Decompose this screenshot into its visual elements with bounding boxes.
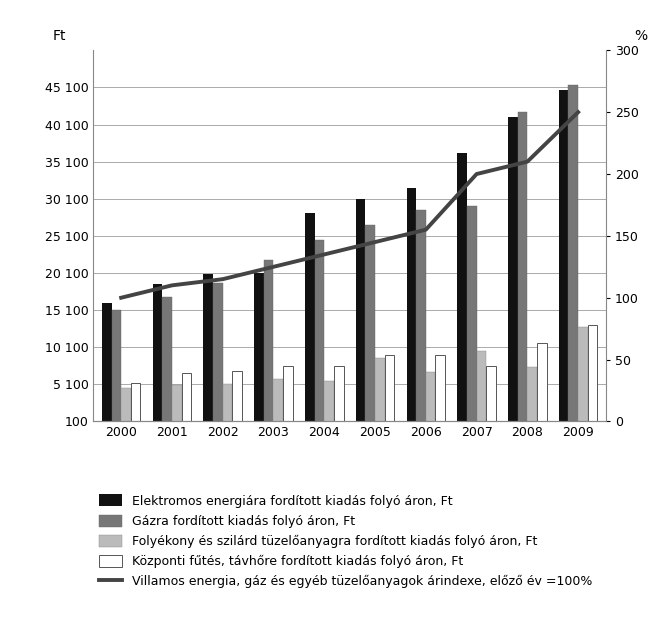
- Bar: [375, 358, 385, 422]
- Bar: [366, 225, 375, 422]
- Bar: [324, 381, 334, 422]
- Bar: [517, 112, 527, 422]
- Bar: [102, 303, 111, 422]
- Bar: [527, 367, 537, 422]
- Bar: [222, 384, 232, 422]
- Bar: [334, 366, 344, 422]
- Bar: [305, 213, 314, 422]
- Bar: [254, 273, 264, 422]
- Bar: [131, 383, 141, 422]
- Bar: [163, 297, 172, 422]
- Bar: [416, 210, 426, 422]
- Bar: [477, 351, 486, 422]
- Bar: [356, 199, 366, 422]
- Bar: [121, 388, 131, 422]
- Text: Ft: Ft: [52, 29, 66, 43]
- Bar: [314, 240, 324, 422]
- Bar: [426, 372, 436, 422]
- Bar: [232, 371, 242, 422]
- Bar: [385, 355, 394, 422]
- Bar: [274, 379, 283, 422]
- Bar: [458, 153, 467, 422]
- Bar: [436, 355, 445, 422]
- Bar: [264, 260, 274, 422]
- Bar: [213, 282, 222, 422]
- Bar: [172, 385, 182, 422]
- Bar: [508, 117, 517, 422]
- Bar: [203, 274, 213, 422]
- Bar: [537, 343, 547, 422]
- Bar: [182, 373, 191, 422]
- Bar: [486, 366, 496, 422]
- Text: %: %: [634, 29, 647, 43]
- Bar: [283, 366, 293, 422]
- Bar: [406, 187, 416, 422]
- Legend: Elektromos energiára fordított kiadás folyó áron, Ft, Gázra fordított kiadás fol: Elektromos energiára fordított kiadás fo…: [99, 494, 592, 588]
- Bar: [559, 90, 569, 422]
- Bar: [153, 284, 163, 422]
- Bar: [467, 206, 477, 422]
- Bar: [569, 85, 578, 422]
- Bar: [111, 310, 121, 422]
- Bar: [578, 327, 588, 422]
- Bar: [588, 325, 597, 422]
